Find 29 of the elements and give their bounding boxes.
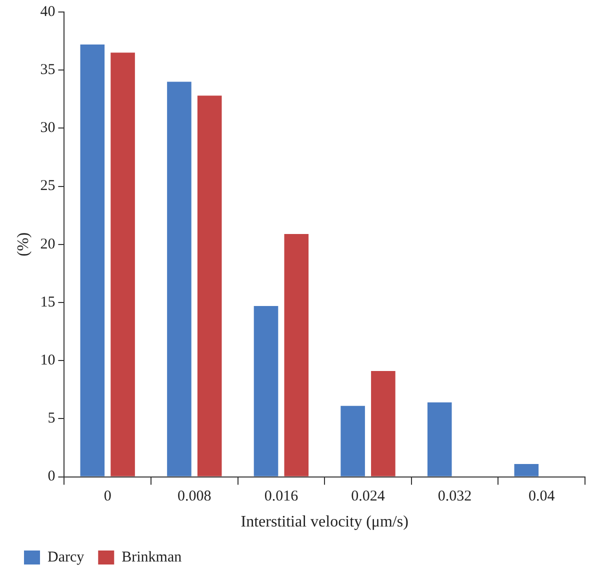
bar (284, 234, 309, 476)
bar (197, 96, 222, 476)
y-axis-title: (%) (14, 232, 32, 256)
legend-label: Darcy (48, 549, 85, 566)
x-tick-label: 0.016 (264, 488, 299, 505)
x-tick-label: 0.008 (178, 488, 212, 505)
y-tick-label: 10 (40, 352, 56, 369)
legend-label: Brinkman (122, 549, 182, 566)
bar (371, 371, 396, 476)
y-tick-label: 0 (48, 468, 56, 485)
x-tick-label: 0.04 (528, 488, 556, 505)
bar (427, 402, 452, 476)
x-tick-label: 0.032 (438, 488, 472, 505)
x-tick-label: 0 (104, 488, 112, 505)
y-tick-label: 15 (40, 294, 56, 310)
bar (254, 306, 278, 476)
y-tick-label: 40 (40, 4, 56, 20)
x-axis-title: Interstitial velocity (μm/s) (240, 514, 408, 531)
y-tick-label: 20 (40, 236, 56, 252)
bar (167, 82, 192, 476)
y-tick-label: 35 (40, 62, 56, 78)
x-tick-label: 0.024 (351, 488, 386, 505)
y-tick-label: 5 (48, 410, 56, 427)
bar (80, 44, 105, 476)
bar (110, 52, 135, 476)
bar (514, 464, 539, 476)
y-tick-label: 25 (40, 178, 56, 194)
y-tick-label: 30 (40, 120, 56, 136)
bar (340, 406, 365, 476)
